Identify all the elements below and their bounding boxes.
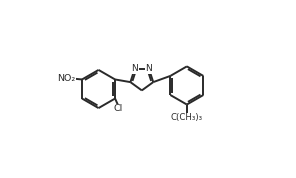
Text: C(CH₃)₃: C(CH₃)₃ [171, 113, 203, 122]
Text: NO₂: NO₂ [57, 74, 75, 83]
Text: Cl: Cl [114, 104, 123, 113]
Text: N: N [146, 64, 152, 73]
Text: N: N [131, 64, 138, 73]
